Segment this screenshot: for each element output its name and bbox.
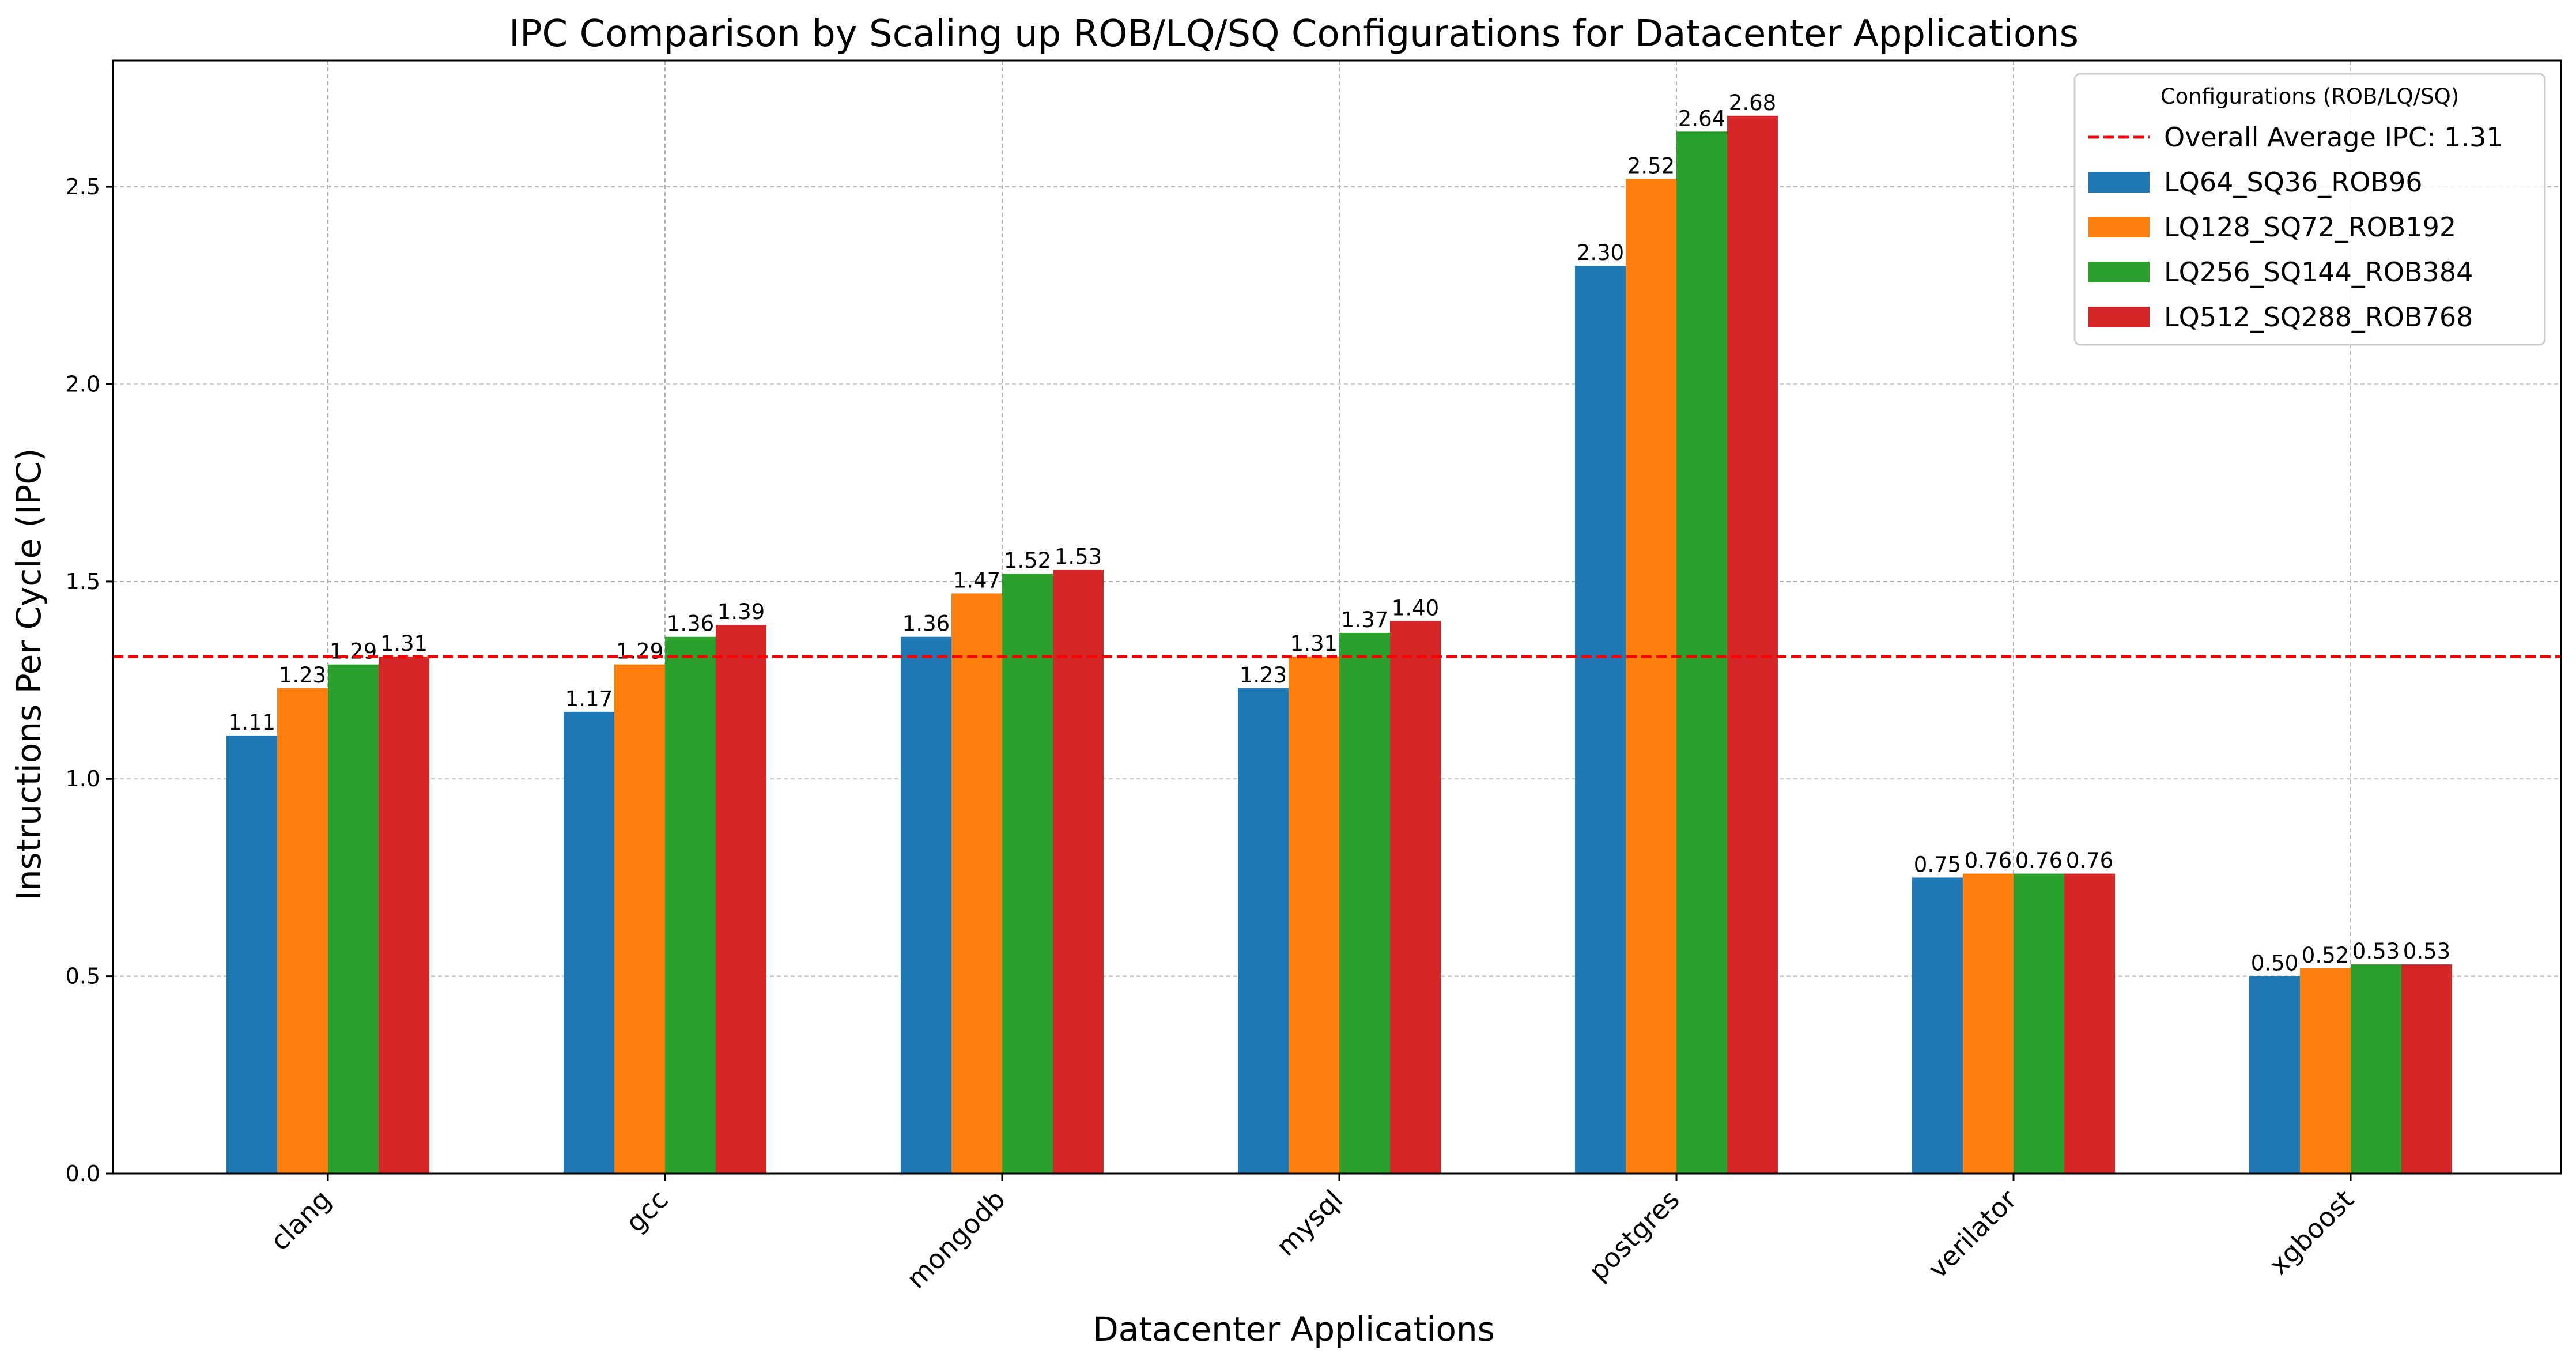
bar-value-label: 1.11 bbox=[228, 710, 275, 735]
bar-LQ512_SQ288_ROB768-gcc bbox=[716, 625, 766, 1174]
y-tick-label: 1.0 bbox=[66, 766, 100, 791]
bar-value-label: 1.31 bbox=[1290, 631, 1338, 656]
bar-LQ512_SQ288_ROB768-mongodb bbox=[1053, 570, 1104, 1174]
x-tick-label: postgres bbox=[1582, 1184, 1686, 1287]
bar-value-label: 1.40 bbox=[1392, 595, 1439, 620]
bar-value-label: 1.17 bbox=[565, 687, 613, 711]
bar-LQ64_SQ36_ROB96-postgres bbox=[1575, 266, 1626, 1174]
legend-label-LQ128_SQ72_ROB192: LQ128_SQ72_ROB192 bbox=[2164, 212, 2456, 243]
legend-label-LQ256_SQ144_ROB384: LQ256_SQ144_ROB384 bbox=[2164, 257, 2473, 288]
bar-value-label: 1.36 bbox=[667, 612, 714, 636]
legend-title: Configurations (ROB/LQ/SQ) bbox=[2160, 84, 2459, 109]
bar-LQ64_SQ36_ROB96-xgboost bbox=[2249, 976, 2300, 1174]
bar-LQ512_SQ288_ROB768-mysql bbox=[1390, 621, 1441, 1174]
bar-value-label: 0.76 bbox=[2015, 848, 2063, 873]
bar-LQ128_SQ72_ROB192-xgboost bbox=[2300, 968, 2351, 1174]
bar-LQ128_SQ72_ROB192-gcc bbox=[614, 664, 665, 1174]
bar-value-label: 0.53 bbox=[2352, 939, 2400, 964]
bar-value-label: 1.52 bbox=[1004, 548, 1051, 573]
bar-LQ256_SQ144_ROB384-postgres bbox=[1676, 131, 1727, 1174]
y-tick-label: 1.5 bbox=[66, 569, 100, 594]
bar-LQ64_SQ36_ROB96-clang bbox=[226, 735, 277, 1174]
bar-value-label: 1.31 bbox=[380, 631, 428, 656]
bar-LQ128_SQ72_ROB192-mysql bbox=[1289, 656, 1339, 1174]
y-tick-label: 0.5 bbox=[66, 964, 100, 989]
bar-value-label: 1.23 bbox=[279, 663, 326, 688]
bar-LQ256_SQ144_ROB384-clang bbox=[328, 664, 379, 1174]
x-tick-label: gcc bbox=[620, 1184, 674, 1239]
bar-value-label: 0.50 bbox=[2251, 951, 2298, 976]
x-tick-label: clang bbox=[264, 1184, 337, 1257]
x-tick-label: verilator bbox=[1922, 1184, 2023, 1285]
bar-value-label: 0.53 bbox=[2403, 939, 2450, 964]
bar-value-label: 0.52 bbox=[2302, 943, 2349, 968]
bar-LQ128_SQ72_ROB192-postgres bbox=[1626, 179, 1676, 1174]
legend-swatch-LQ256_SQ144_ROB384 bbox=[2088, 262, 2150, 282]
bar-LQ512_SQ288_ROB768-clang bbox=[379, 656, 429, 1174]
bar-LQ64_SQ36_ROB96-verilator bbox=[1912, 877, 1963, 1174]
bar-value-labels: 1.111.171.361.232.300.750.501.231.291.47… bbox=[228, 90, 2450, 976]
bar-value-label: 1.23 bbox=[1240, 663, 1287, 688]
bar-value-label: 2.52 bbox=[1627, 153, 1675, 178]
bar-LQ512_SQ288_ROB768-verilator bbox=[2064, 873, 2115, 1174]
legend-swatch-LQ512_SQ288_ROB768 bbox=[2088, 307, 2150, 327]
bar-value-label: 1.29 bbox=[616, 639, 663, 664]
bar-LQ256_SQ144_ROB384-gcc bbox=[665, 636, 716, 1174]
bar-value-label: 0.76 bbox=[2066, 848, 2113, 873]
bar-LQ64_SQ36_ROB96-gcc bbox=[564, 711, 614, 1174]
bar-value-label: 1.47 bbox=[953, 568, 1000, 593]
y-tick-label: 0.0 bbox=[66, 1161, 100, 1186]
bar-LQ64_SQ36_ROB96-mongodb bbox=[901, 636, 951, 1174]
legend: Configurations (ROB/LQ/SQ) Overall Averag… bbox=[2073, 73, 2546, 346]
bar-LQ256_SQ144_ROB384-mysql bbox=[1339, 632, 1390, 1174]
legend-box bbox=[2073, 73, 2546, 346]
bar-value-label: 1.29 bbox=[330, 639, 377, 664]
chart-title: IPC Comparison by Scaling up ROB/LQ/SQ C… bbox=[509, 13, 2079, 55]
bar-value-label: 2.68 bbox=[1729, 90, 1776, 115]
bar-value-label: 2.64 bbox=[1678, 106, 1725, 131]
plot-frame bbox=[112, 59, 2562, 1175]
bar-LQ256_SQ144_ROB384-verilator bbox=[2014, 873, 2064, 1174]
bar-LQ512_SQ288_ROB768-xgboost bbox=[2401, 964, 2452, 1174]
bar-value-label: 1.39 bbox=[717, 599, 765, 624]
bar-LQ512_SQ288_ROB768-postgres bbox=[1727, 115, 1778, 1174]
legend-label-LQ512_SQ288_ROB768: LQ512_SQ288_ROB768 bbox=[2164, 301, 2473, 333]
bar-value-label: 1.53 bbox=[1055, 544, 1102, 569]
x-tick-label: xgboost bbox=[2263, 1184, 2360, 1281]
bar-LQ64_SQ36_ROB96-mysql bbox=[1238, 688, 1289, 1174]
bars bbox=[226, 115, 2452, 1174]
x-axis-label: Datacenter Applications bbox=[1093, 1310, 1495, 1349]
bar-value-label: 0.76 bbox=[1965, 848, 2012, 873]
legend-label-LQ64_SQ36_ROB96: LQ64_SQ36_ROB96 bbox=[2164, 167, 2423, 198]
bar-LQ128_SQ72_ROB192-verilator bbox=[1963, 873, 2014, 1174]
bar-value-label: 0.75 bbox=[1914, 852, 1961, 877]
y-tick-label: 2.0 bbox=[66, 371, 100, 397]
legend-swatch-LQ64_SQ36_ROB96 bbox=[2088, 172, 2150, 193]
x-tick-label: mongodb bbox=[901, 1184, 1011, 1295]
y-tick-label: 2.5 bbox=[66, 174, 100, 199]
y-axis-label: Instructions Per Cycle (IPC) bbox=[9, 448, 48, 901]
bar-value-label: 1.36 bbox=[902, 612, 950, 636]
bar-value-label: 2.30 bbox=[1577, 240, 1624, 265]
bar-LQ128_SQ72_ROB192-mongodb bbox=[951, 593, 1002, 1174]
bar-value-label: 1.37 bbox=[1341, 608, 1388, 632]
bar-LQ256_SQ144_ROB384-xgboost bbox=[2351, 964, 2401, 1174]
bar-LQ128_SQ72_ROB192-clang bbox=[277, 688, 328, 1174]
legend-swatch-LQ128_SQ72_ROB192 bbox=[2088, 217, 2150, 237]
legend-label-reference: Overall Average IPC: 1.31 bbox=[2164, 122, 2503, 153]
bar-LQ256_SQ144_ROB384-mongodb bbox=[1002, 574, 1053, 1174]
x-tick-label: mysql bbox=[1270, 1184, 1349, 1262]
